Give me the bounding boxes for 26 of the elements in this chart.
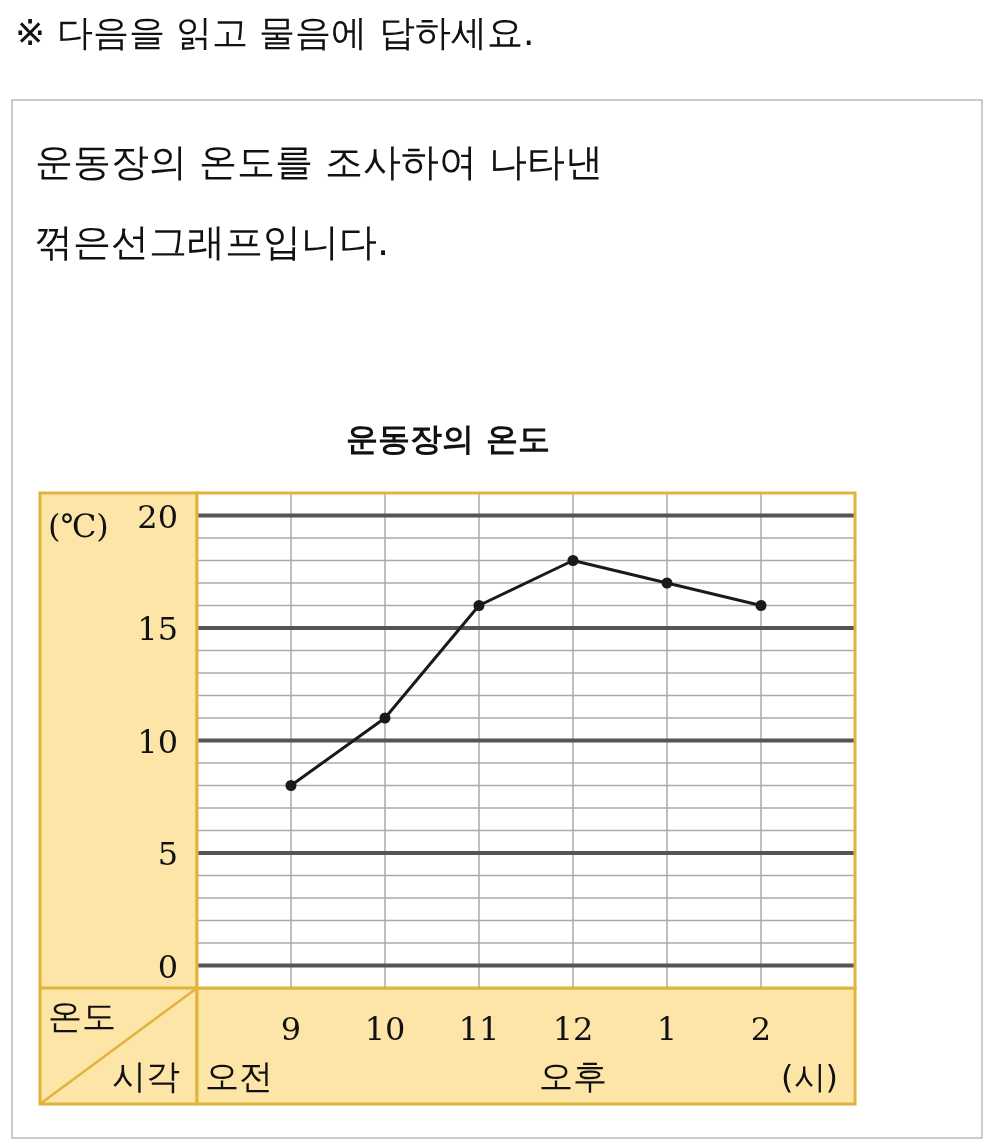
y-axis-title: 온도 [48, 996, 116, 1036]
x-tick-label: 12 [552, 1010, 594, 1048]
text: (시) [781, 1058, 838, 1096]
x-tick-label: 9 [280, 1010, 302, 1048]
point [755, 600, 767, 611]
text: 오후 [539, 1056, 607, 1096]
point [473, 600, 485, 611]
point [379, 712, 391, 724]
chart-title: 운동장의 온도 [346, 420, 550, 458]
x-tick-label: 11 [458, 1010, 500, 1048]
text: (℃) [48, 507, 109, 545]
x-tick-label: 1 [656, 1010, 678, 1048]
x-tick-label: 2 [750, 1010, 772, 1048]
text: 오전 [205, 1056, 273, 1096]
point [285, 780, 297, 791]
x-tick-label: 10 [364, 1010, 406, 1048]
point [567, 555, 579, 566]
x-axis-title: 시각 [112, 1056, 180, 1096]
y-tick-label: 15 [137, 610, 178, 648]
text: 운동장의 온도를 조사하여 나타낸 꺾은선그래프입니다. [35, 140, 604, 264]
point [661, 577, 673, 589]
y-tick-label: 10 [137, 722, 178, 761]
y-tick-label: 5 [157, 835, 178, 873]
text: ※ 다음을 읽고 물음에 답하세요. [15, 12, 535, 53]
y-tick-label: 20 [137, 497, 178, 536]
y-tick-label: 0 [157, 947, 178, 986]
